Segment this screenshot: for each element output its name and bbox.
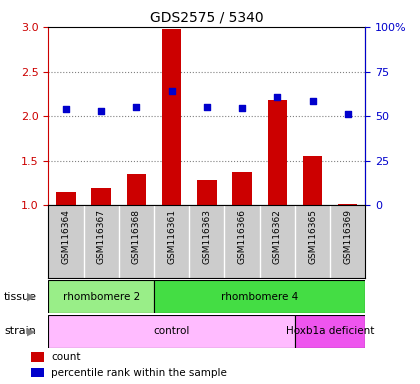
Bar: [154, 280, 365, 313]
Text: ▶: ▶: [27, 326, 36, 336]
Text: strain: strain: [4, 326, 36, 336]
Bar: [338, 204, 357, 205]
Text: count: count: [51, 352, 81, 362]
Point: [63, 106, 69, 112]
Bar: [197, 180, 217, 205]
Text: GSM116365: GSM116365: [308, 209, 317, 264]
Text: rhombomere 4: rhombomere 4: [221, 291, 298, 302]
Text: GSM116363: GSM116363: [202, 209, 211, 264]
Point: [98, 108, 105, 114]
Point: [274, 93, 281, 99]
Point: [309, 98, 316, 104]
Text: GSM116361: GSM116361: [167, 209, 176, 264]
Text: GSM116364: GSM116364: [61, 209, 71, 264]
Bar: [31, 368, 44, 377]
Bar: [162, 29, 181, 205]
Text: rhombomere 2: rhombomere 2: [63, 291, 140, 302]
Text: GSM116368: GSM116368: [132, 209, 141, 264]
Bar: [56, 192, 76, 205]
Point: [133, 104, 140, 110]
Text: percentile rank within the sample: percentile rank within the sample: [51, 367, 227, 377]
Bar: [295, 315, 365, 348]
Text: Hoxb1a deficient: Hoxb1a deficient: [286, 326, 374, 336]
Text: tissue: tissue: [4, 291, 37, 302]
Bar: [92, 188, 111, 205]
Text: GSM116366: GSM116366: [238, 209, 247, 264]
Point: [203, 104, 210, 110]
Bar: [31, 353, 44, 361]
Text: GSM116369: GSM116369: [343, 209, 352, 264]
Bar: [48, 315, 295, 348]
Text: GSM116362: GSM116362: [273, 209, 282, 264]
Point: [239, 105, 245, 111]
Bar: [232, 172, 252, 205]
Text: GSM116367: GSM116367: [97, 209, 106, 264]
Point: [344, 111, 351, 118]
Point: [168, 88, 175, 94]
Bar: [303, 156, 322, 205]
Title: GDS2575 / 5340: GDS2575 / 5340: [150, 10, 264, 24]
Bar: [48, 280, 154, 313]
Bar: [127, 174, 146, 205]
Text: control: control: [153, 326, 190, 336]
Text: ▶: ▶: [27, 291, 36, 302]
Bar: [268, 100, 287, 205]
